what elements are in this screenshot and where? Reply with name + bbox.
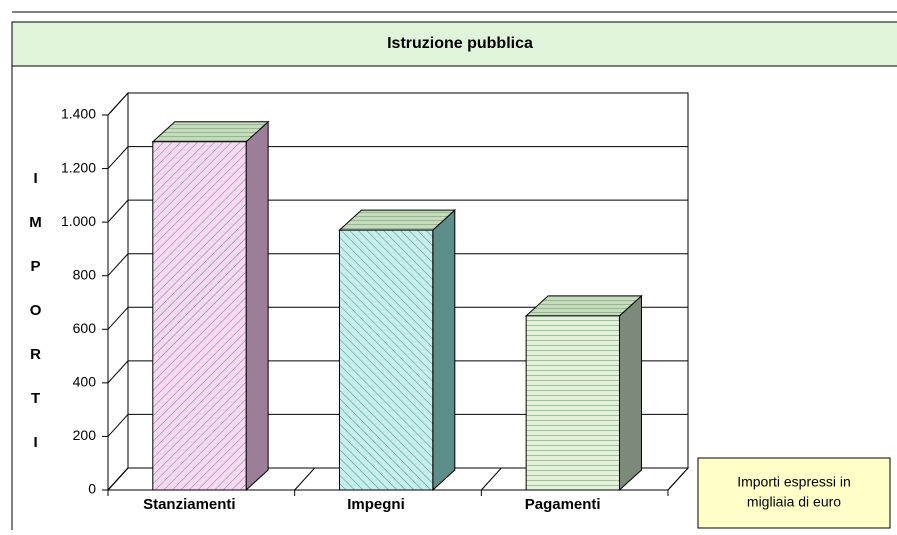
grid-line: [107, 253, 129, 277]
bar-side: [432, 209, 456, 492]
bar-front: [338, 229, 434, 491]
bar: [524, 294, 643, 492]
bar-side: [618, 294, 642, 492]
grid-line: [107, 306, 129, 330]
y-tick-label: 200: [73, 427, 97, 443]
x-tick-label: Impegni: [347, 496, 405, 513]
grid-line: [107, 92, 129, 116]
y-tick-label: 1.200: [61, 159, 96, 175]
x-tick-label: Stanziamenti: [143, 496, 236, 513]
grid-line: [107, 414, 129, 437]
y-tick-label: 600: [73, 320, 97, 336]
y-tick-label: 400: [73, 374, 97, 390]
category-divider: [107, 467, 129, 491]
bar-side: [245, 120, 269, 492]
note-line: Importi espressi in: [737, 474, 851, 490]
y-tick-label: 1.400: [61, 106, 96, 122]
side-wall: [107, 91, 129, 492]
title-box: [11, 21, 897, 67]
bar-front: [152, 141, 247, 491]
x-tick-label: Pagamenti: [525, 496, 601, 513]
y-tick-label: 1.000: [61, 213, 96, 229]
grid-line: [107, 360, 129, 384]
bar-front: [525, 315, 620, 491]
chart-title: Istruzione pubblica: [387, 35, 533, 52]
grid-line: [107, 199, 129, 223]
y-axis-title: IMPORTI: [27, 170, 44, 478]
bar: [151, 120, 270, 492]
bar: [338, 209, 457, 492]
grid-line: [107, 146, 129, 169]
note-box: [697, 457, 891, 529]
category-divider: [667, 467, 689, 491]
y-tick-label: 0: [88, 481, 96, 497]
category-divider: [294, 467, 316, 491]
category-divider: [480, 467, 502, 491]
y-tick-label: 800: [73, 266, 97, 282]
note-line: migliaia di euro: [747, 494, 841, 510]
